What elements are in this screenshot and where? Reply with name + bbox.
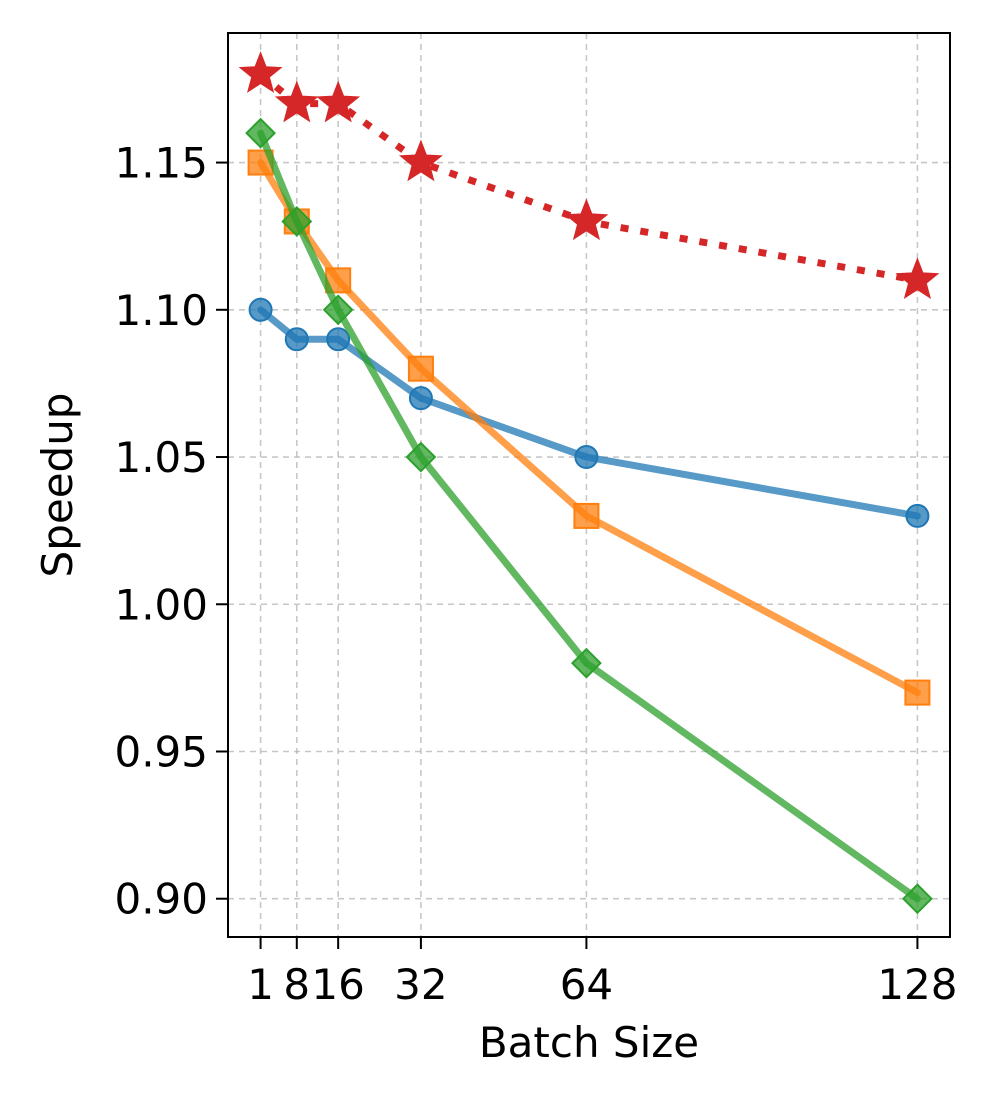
- marker-blue-circle: [408, 386, 433, 411]
- marker-orange-square: [904, 679, 931, 706]
- marker-green-diamond: [245, 117, 276, 149]
- marker-red-star: [398, 139, 443, 182]
- plot-frame: [227, 32, 951, 938]
- series-layer: [238, 51, 940, 915]
- marker-red-star: [895, 257, 940, 300]
- marker-blue-circle: [574, 445, 599, 470]
- marker-blue-circle: [284, 327, 309, 352]
- x-tick-label: 8: [283, 960, 310, 1009]
- marker-blue-circle: [248, 297, 273, 322]
- marker-orange-square: [573, 502, 600, 529]
- series-orange-square: [247, 149, 931, 706]
- y-tick-label: 1.05: [114, 433, 208, 482]
- marker-green-diamond: [570, 647, 602, 679]
- y-axis-label: Speedup: [33, 393, 82, 578]
- series-blue-circle: [248, 297, 930, 528]
- ticks: 1 8 16 32 64 128 0.90 0.95 1.00 1.05 1.10 1.15: [114, 139, 957, 1009]
- series-green-diamond: [245, 117, 933, 915]
- series-line-orange-square: [257, 159, 921, 697]
- marker-orange-square: [407, 355, 434, 382]
- marker-blue-circle: [905, 503, 930, 528]
- x-axis-label: Batch Size: [479, 1018, 699, 1067]
- grid: [228, 33, 950, 937]
- series-line-green-diamond: [257, 129, 921, 903]
- x-tick-label: 32: [394, 960, 447, 1009]
- x-tick-label: 1: [247, 960, 274, 1009]
- y-tick-label: 1.10: [114, 286, 208, 335]
- y-tick-label: 1.00: [114, 580, 208, 629]
- series-line-red-star: [258, 71, 919, 284]
- marker-green-diamond: [902, 883, 933, 915]
- marker-green-diamond: [322, 294, 354, 326]
- marker-red-star: [274, 80, 319, 123]
- marker-red-star: [238, 51, 283, 93]
- series-red-star: [238, 51, 940, 300]
- y-tick-label: 0.95: [114, 727, 208, 776]
- x-tick-label: 64: [560, 960, 613, 1009]
- x-tick-label: 16: [311, 960, 364, 1009]
- marker-red-star: [316, 80, 361, 123]
- y-tick-label: 1.15: [114, 139, 208, 188]
- y-tick-label: 0.90: [114, 875, 208, 924]
- marker-green-diamond: [405, 441, 437, 473]
- marker-green-diamond: [281, 206, 313, 237]
- marker-red-star: [564, 198, 609, 241]
- x-tick-label: 128: [877, 960, 957, 1009]
- marker-blue-circle: [326, 327, 351, 352]
